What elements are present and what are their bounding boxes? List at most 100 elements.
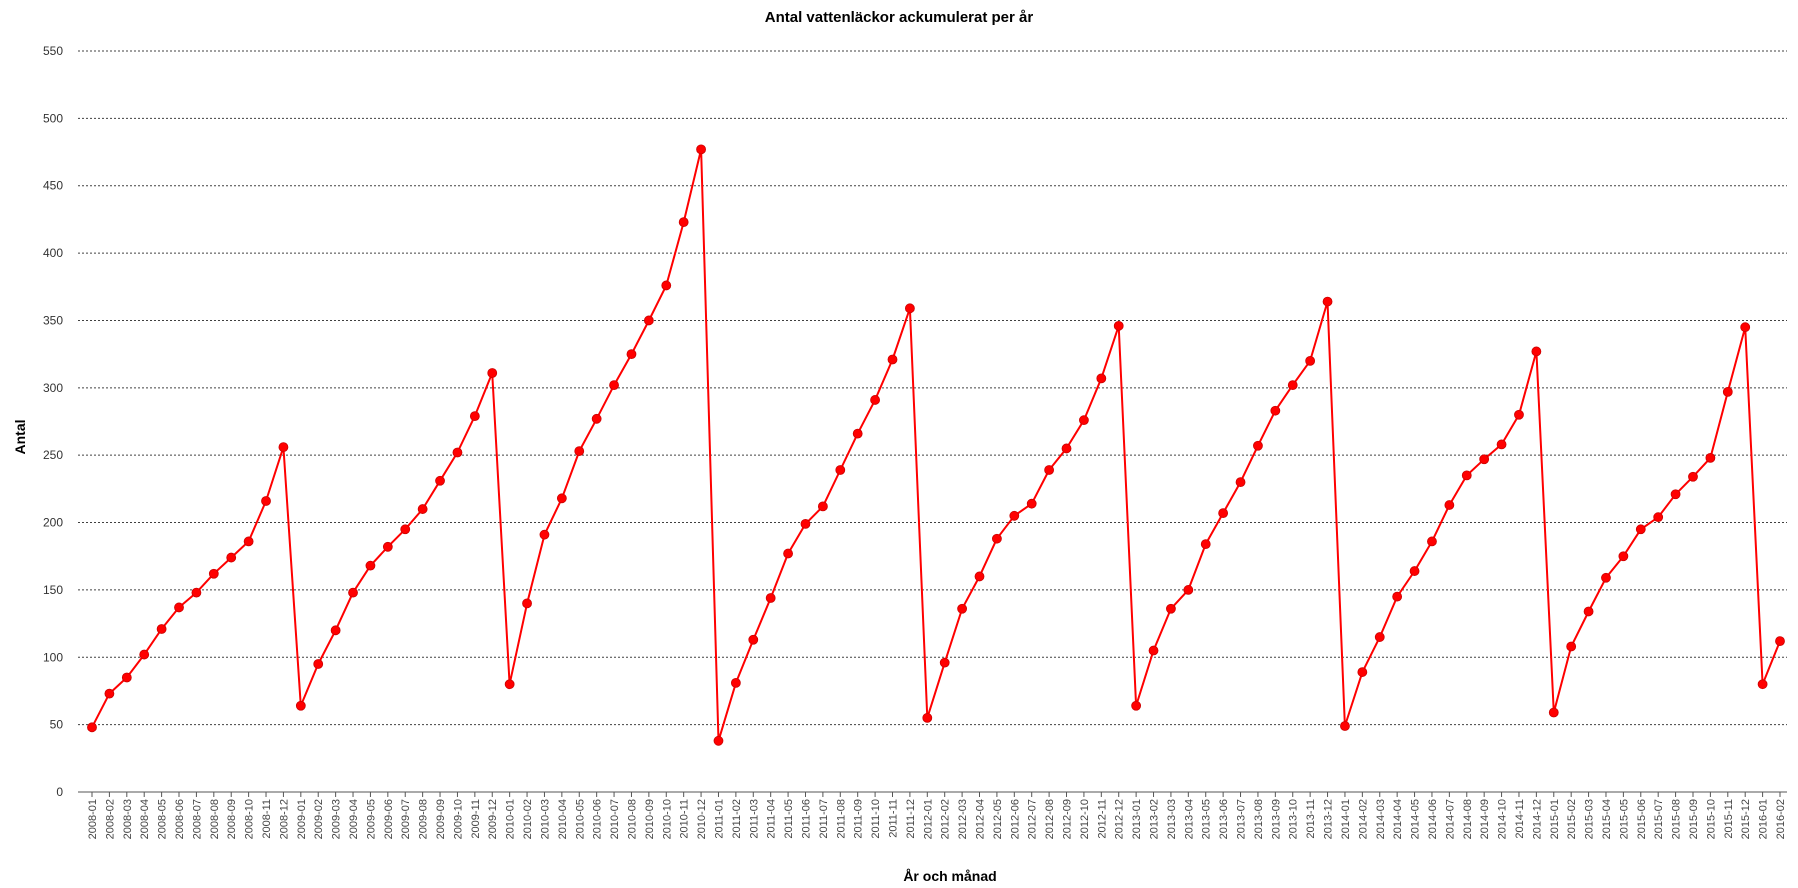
- data-point: [870, 395, 880, 405]
- x-tick-label: 2012-06: [1009, 799, 1021, 839]
- x-tick-label: 2015-01: [1549, 799, 1561, 839]
- x-tick-label: 2012-10: [1079, 799, 1091, 839]
- x-tick-label: 2013-11: [1305, 799, 1317, 839]
- data-point: [1044, 465, 1055, 475]
- data-point: [1392, 591, 1403, 602]
- x-tick-label: 2011-01: [713, 799, 725, 839]
- data-point: [1340, 721, 1350, 731]
- data-point: [1427, 536, 1437, 547]
- y-tick-label: 350: [43, 313, 63, 327]
- data-point: [713, 735, 724, 746]
- y-tick-label: 100: [43, 650, 63, 664]
- data-point: [1444, 500, 1455, 510]
- x-tick-label: 2015-03: [1584, 799, 1596, 839]
- x-tick-label: 2008-04: [139, 799, 151, 839]
- x-tick-label: 2013-07: [1236, 799, 1248, 839]
- x-tick-label: 2014-06: [1427, 799, 1439, 839]
- data-point: [1235, 477, 1246, 488]
- data-point: [1653, 512, 1664, 523]
- data-point: [1218, 508, 1229, 519]
- data-point: [748, 634, 759, 645]
- data-point: [295, 700, 306, 711]
- x-tick-label: 2016-01: [1758, 799, 1770, 839]
- x-tick-label: 2013-04: [1183, 799, 1195, 839]
- data-point: [1514, 409, 1524, 420]
- y-tick-label: 450: [43, 179, 63, 193]
- data-point: [191, 587, 202, 598]
- data-point: [1079, 415, 1089, 426]
- x-tick-label: 2014-09: [1479, 799, 1491, 839]
- data-point: [1479, 454, 1490, 465]
- x-tick-label: 2014-05: [1410, 799, 1422, 839]
- data-point: [1757, 679, 1768, 690]
- data-point: [1601, 572, 1611, 583]
- x-tick-label: 2014-10: [1497, 799, 1509, 839]
- x-tick-label: 2015-08: [1671, 799, 1683, 839]
- data-point: [139, 649, 150, 660]
- x-tick-label: 2014-04: [1392, 799, 1404, 839]
- data-point: [1148, 645, 1159, 656]
- data-point: [1583, 606, 1594, 617]
- x-tick-label: 2012-07: [1027, 799, 1039, 839]
- data-point: [1096, 373, 1107, 384]
- data-point: [156, 624, 167, 634]
- data-point: [1357, 667, 1368, 677]
- data-point: [87, 722, 97, 733]
- data-point: [939, 657, 950, 668]
- x-tick-label: 2015-10: [1705, 799, 1717, 839]
- data-point: [313, 659, 324, 669]
- data-point: [992, 533, 1002, 544]
- x-tick-label: 2010-09: [644, 799, 656, 839]
- data-point: [1009, 510, 1020, 521]
- x-tick-label: 2012-03: [957, 799, 969, 839]
- data-point: [208, 568, 219, 579]
- x-tick-label: 2015-07: [1653, 799, 1665, 839]
- data-point: [1722, 386, 1733, 397]
- x-tick-label: 2010-06: [592, 799, 604, 839]
- x-tick-label: 2008-10: [244, 799, 256, 839]
- x-tick-label: 2015-11: [1723, 799, 1735, 839]
- x-tick-label: 2011-09: [853, 799, 865, 839]
- x-tick-label: 2014-07: [1444, 799, 1456, 839]
- x-axis: 2008-01 2008-02 2008-03 2008-04 2008-05 2008-…: [78, 791, 1787, 839]
- data-point: [539, 529, 550, 540]
- x-tick-label: 2011-04: [766, 799, 778, 839]
- x-tick-label: 2012-01: [922, 799, 934, 839]
- x-tick-label: 2011-12: [905, 799, 917, 839]
- x-tick-label: 2012-04: [975, 799, 987, 839]
- data-point: [1740, 322, 1751, 333]
- x-tick-label: 2011-06: [800, 799, 812, 839]
- data-point: [1635, 524, 1646, 535]
- data-point: [417, 504, 428, 514]
- data-point: [1253, 440, 1263, 451]
- data-point: [1026, 498, 1037, 509]
- x-tick-label: 2014-02: [1357, 799, 1369, 839]
- x-tick-label: 2012-12: [1114, 799, 1126, 839]
- data-point: [574, 446, 585, 457]
- x-tick-label: 2013-09: [1270, 799, 1282, 839]
- x-tick-label: 2012-09: [1062, 799, 1074, 839]
- data-point: [817, 501, 828, 512]
- data-point: [330, 625, 341, 636]
- x-tick-label: 2008-07: [191, 799, 203, 839]
- y-tick-label: 400: [43, 246, 63, 260]
- x-tick-label: 2010-04: [557, 799, 569, 839]
- data-point: [1270, 405, 1281, 416]
- series-points: [87, 144, 1785, 746]
- chart-title: Antal vattenläckor ackumulerat per år: [765, 9, 1034, 26]
- data-point: [504, 679, 515, 690]
- data-point: [609, 380, 619, 391]
- x-tick-label: 2012-05: [992, 799, 1004, 839]
- data-point: [487, 368, 498, 378]
- data-point: [1322, 296, 1333, 307]
- data-point: [1374, 632, 1385, 642]
- x-tick-label: 2008-05: [157, 799, 169, 839]
- data-point: [1775, 636, 1785, 647]
- x-tick-label: 2012-02: [940, 799, 952, 839]
- x-tick-label: 2010-11: [679, 799, 691, 839]
- x-tick-label: 2009-04: [348, 799, 360, 839]
- data-point: [783, 548, 793, 559]
- data-point: [278, 442, 289, 452]
- x-tick-label: 2015-05: [1618, 799, 1630, 839]
- data-point: [469, 411, 480, 422]
